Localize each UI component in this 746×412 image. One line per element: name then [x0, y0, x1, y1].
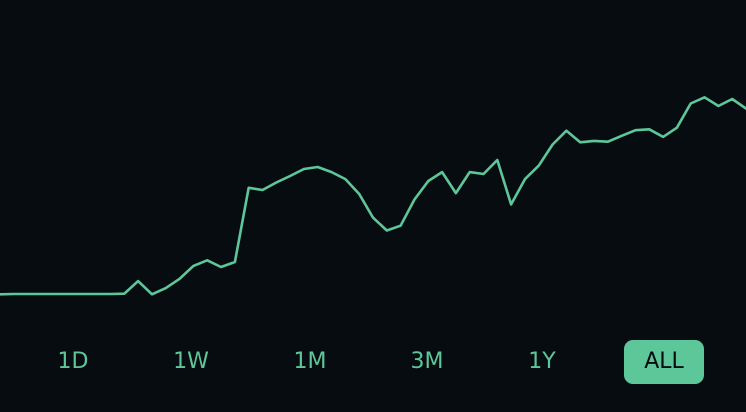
time-range-selector: 1D 1W 1M 3M 1Y ALL — [0, 340, 746, 386]
series-line-value — [0, 96, 746, 296]
range-button-1w[interactable]: 1W — [151, 340, 231, 384]
range-button-1y[interactable]: 1Y — [502, 340, 582, 384]
range-button-3m[interactable]: 3M — [387, 340, 467, 384]
price-chart-svg — [0, 96, 746, 296]
range-button-1m[interactable]: 1M — [270, 340, 350, 384]
range-button-all[interactable]: ALL — [624, 340, 704, 384]
range-button-1d[interactable]: 1D — [33, 340, 113, 384]
price-chart[interactable] — [0, 0, 746, 330]
